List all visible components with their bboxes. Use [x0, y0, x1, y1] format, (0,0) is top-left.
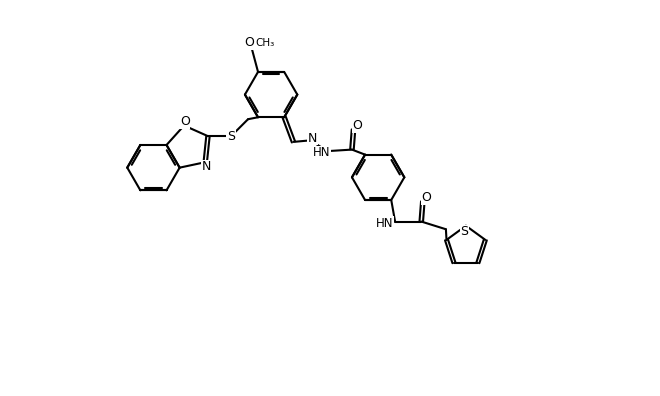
Text: N: N: [308, 131, 317, 145]
Text: O: O: [422, 191, 432, 204]
Text: O: O: [352, 119, 362, 132]
Text: HN: HN: [376, 217, 393, 230]
Text: S: S: [227, 129, 235, 143]
Text: N: N: [201, 160, 211, 173]
Text: O: O: [244, 36, 253, 49]
Text: CH₃: CH₃: [255, 38, 275, 48]
Text: O: O: [180, 115, 190, 128]
Text: HN: HN: [312, 146, 330, 159]
Text: S: S: [461, 225, 469, 238]
